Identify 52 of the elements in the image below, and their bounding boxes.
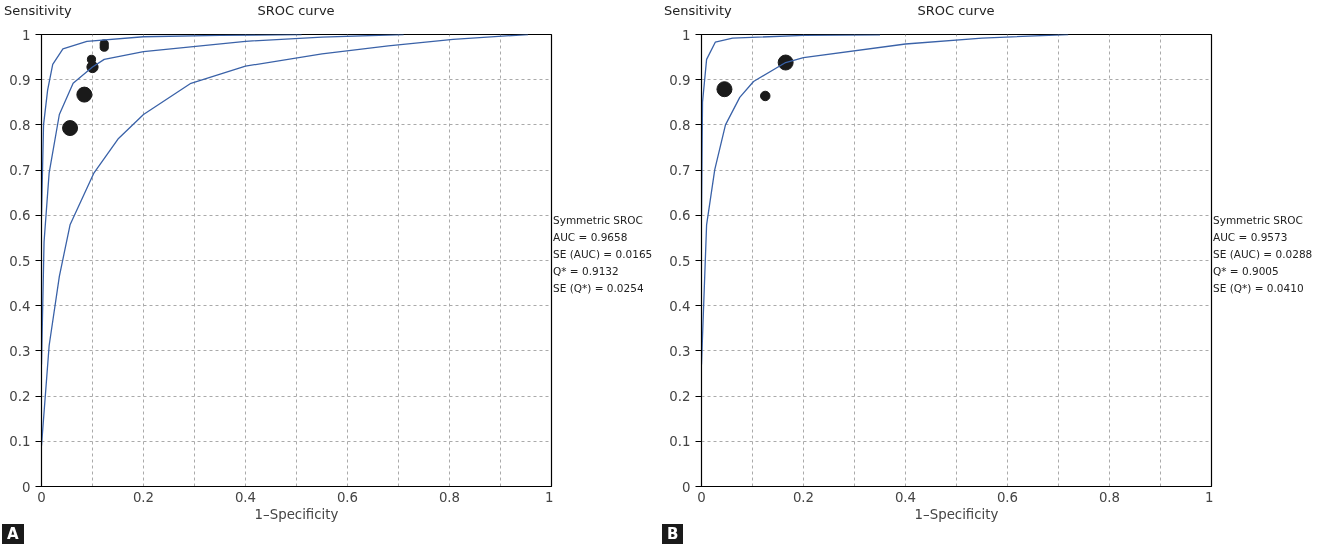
x-tick-label: 0.8 — [438, 489, 461, 505]
y-tick-label: 0.8 — [669, 117, 691, 133]
chart-title: SROC curve — [917, 2, 995, 20]
x-tick-label: 0.6 — [336, 489, 359, 505]
y-tick-label: 1 — [22, 27, 31, 43]
y-tick-label: 0.8 — [9, 117, 31, 133]
chart-title: SROC curve — [257, 2, 335, 20]
y-tick-label: 0 — [22, 479, 31, 495]
x-tick-label: 0.4 — [894, 489, 917, 505]
x-tick-label: 0 — [37, 489, 46, 505]
y-tick-label: 0.7 — [9, 163, 31, 179]
y-tick-label: 0.1 — [9, 434, 31, 450]
text: SE (AUC) = 0.0288 — [1213, 248, 1313, 260]
text: A — [2, 524, 24, 544]
y-tick-label: 0.1 — [669, 434, 691, 450]
y-tick-label: 0.2 — [669, 389, 691, 405]
x-tick-label: 1 — [545, 489, 554, 505]
x-tick-label: 0.8 — [1098, 489, 1121, 505]
y-tick-label: 0 — [682, 479, 691, 495]
text: Q* = 0.9132 — [553, 265, 619, 277]
x-tick-label: 0.4 — [234, 489, 257, 505]
y-tick-label: 0.6 — [9, 208, 31, 224]
y-tick-label: 0.3 — [9, 343, 31, 359]
y-tick-label: 0.9 — [669, 72, 691, 88]
y-tick-label: 0.6 — [669, 208, 691, 224]
x-tick-label: 0 — [697, 489, 706, 505]
y-tick-label: 0.5 — [9, 253, 31, 269]
x-tick-label: 0.6 — [996, 489, 1019, 505]
text: AUC = 0.9658 — [553, 231, 628, 243]
y-tick-label: 1 — [682, 27, 691, 43]
x-tick-label: 0.2 — [792, 489, 815, 505]
y-tick-label: 0.3 — [669, 343, 691, 359]
y-axis-title: Sensitivity — [4, 2, 72, 20]
text: SE (Q*) = 0.0254 — [553, 282, 644, 294]
x-axis-title: 1–Specificity — [914, 506, 999, 522]
y-tick-label: 0.7 — [669, 163, 691, 179]
y-tick-label: 0.5 — [669, 253, 691, 269]
x-tick-label: 0.2 — [132, 489, 155, 505]
y-axis-title: Sensitivity — [664, 2, 732, 20]
text: Symmetric SROC — [1213, 214, 1303, 226]
text: B — [662, 524, 684, 544]
y-tick-label: 0.4 — [9, 298, 31, 314]
y-tick-label: 0.4 — [669, 298, 691, 314]
text: Q* = 0.9005 — [1213, 265, 1279, 277]
y-tick-label: 0.2 — [9, 389, 31, 405]
text: AUC = 0.9573 — [1213, 231, 1288, 243]
x-tick-label: 1 — [1205, 489, 1214, 505]
y-tick-label: 0.9 — [9, 72, 31, 88]
x-axis-title: 1–Specificity — [254, 506, 339, 522]
text: Symmetric SROC — [553, 214, 643, 226]
text: SE (AUC) = 0.0165 — [553, 248, 653, 260]
text: SE (Q*) = 0.0410 — [1213, 282, 1304, 294]
